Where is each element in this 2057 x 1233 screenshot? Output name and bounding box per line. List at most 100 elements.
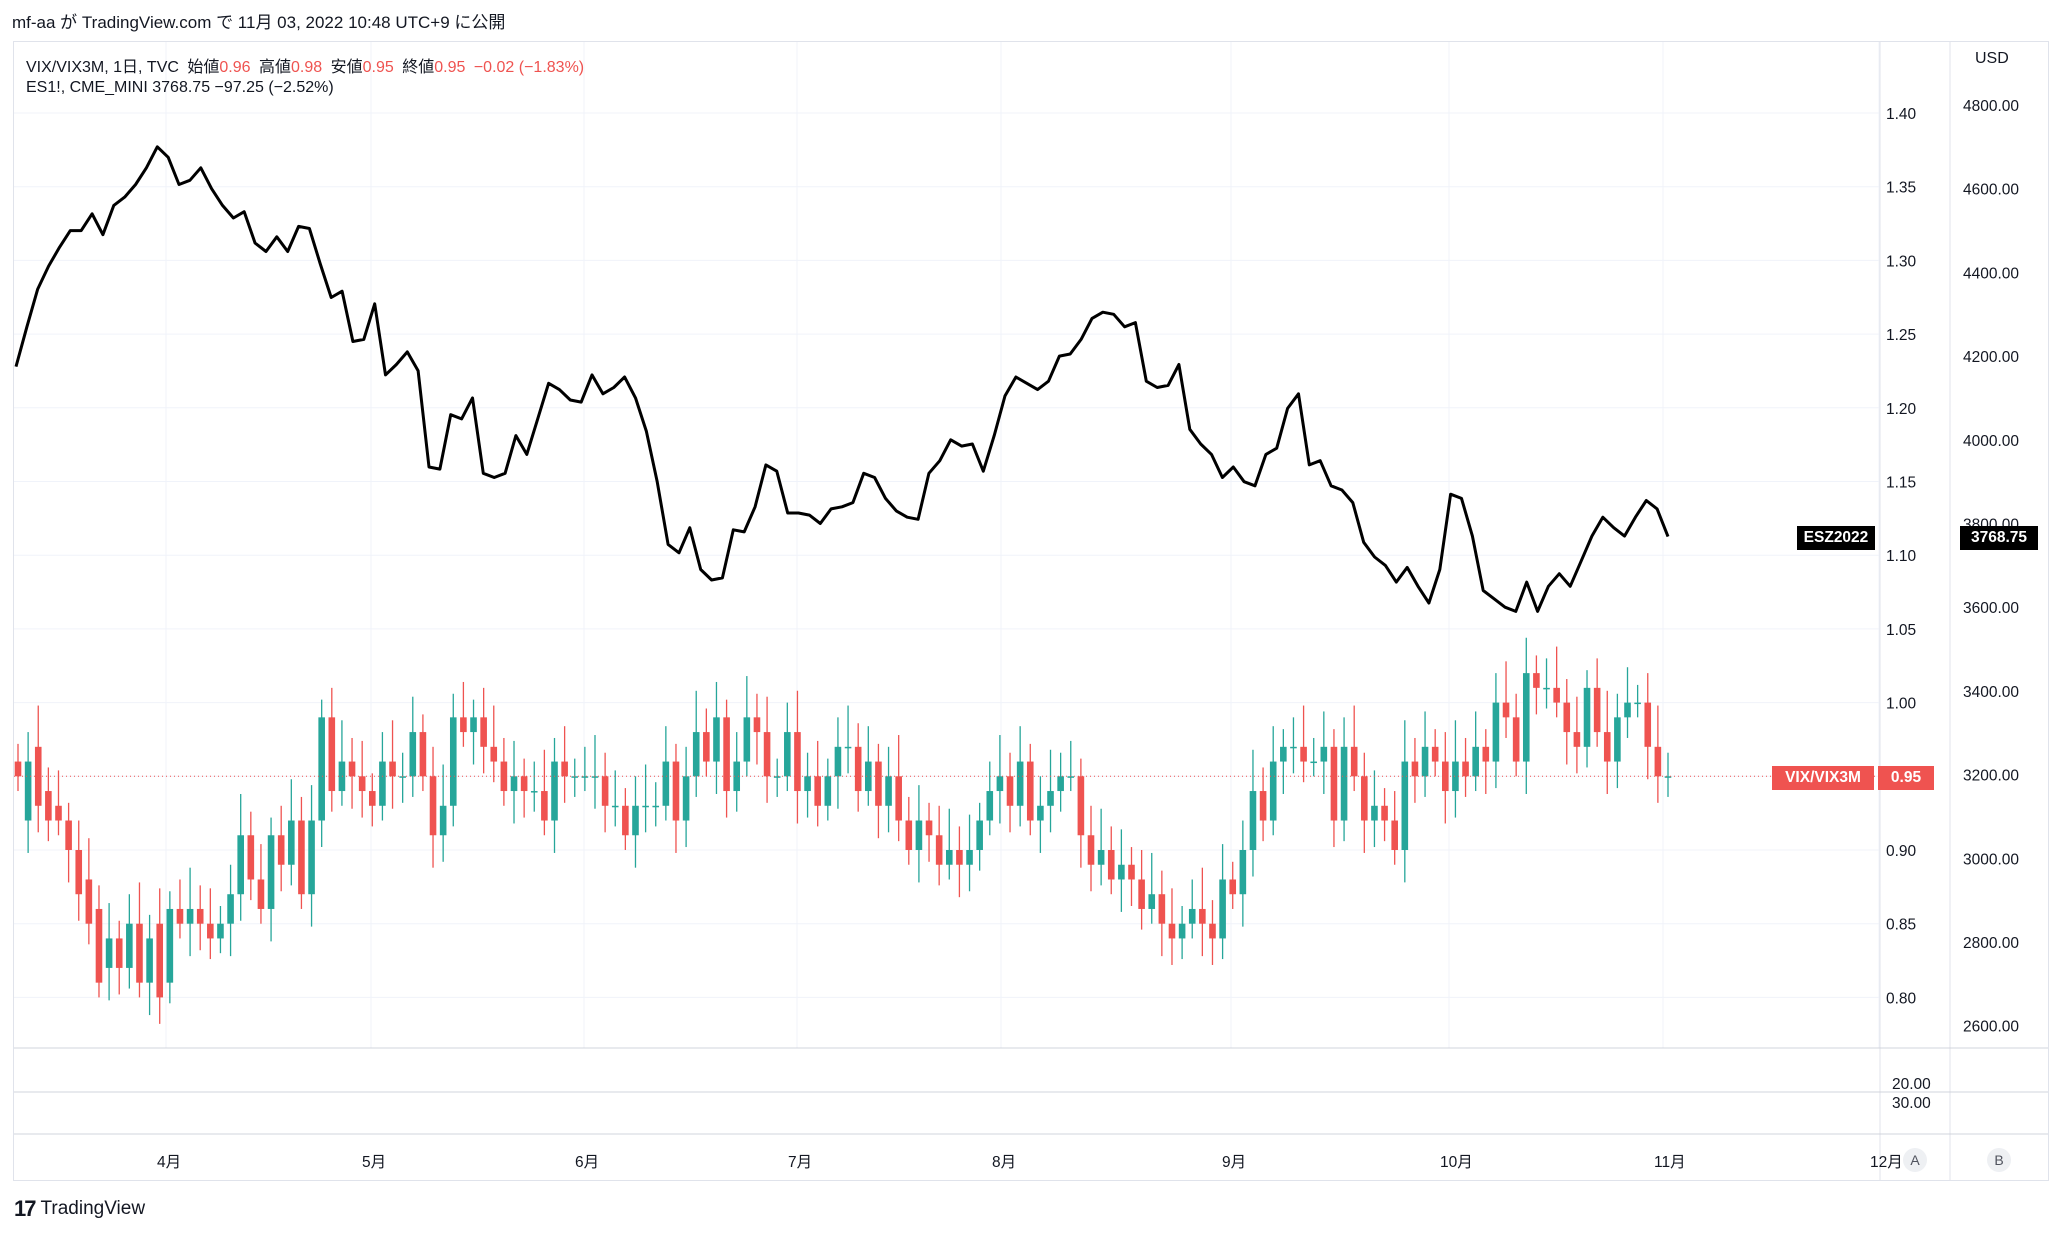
ratio-tick-label: 1.30 (1886, 253, 1917, 270)
candle-body (1381, 805, 1388, 821)
candle-body (601, 776, 609, 806)
candle-body (844, 746, 852, 749)
candle-body (976, 820, 983, 850)
secondary-legend[interactable]: ES1!, CME_MINI 3768.75 −97.25 (−2.52%) (26, 79, 334, 96)
chart-frame (13, 41, 2049, 1181)
candle-body (510, 776, 518, 792)
candle-body (1522, 673, 1530, 762)
candle-body (541, 791, 548, 821)
time-tick-label: 8月 (992, 1154, 1016, 1171)
candle-body (379, 761, 386, 806)
main-legend[interactable]: VIX/VIX3M, 1日, TVC 始値0.96 高値0.98 安値0.95 … (26, 53, 588, 77)
candle-body (470, 717, 477, 733)
candle-body (217, 923, 224, 939)
auto-scale-button[interactable]: A (1903, 1148, 1927, 1172)
candle-body (530, 791, 538, 793)
candle-body (1563, 702, 1571, 733)
candle-body (490, 746, 498, 762)
candle-body (419, 732, 427, 777)
candle-body (85, 879, 93, 924)
candle-body (814, 776, 821, 806)
candle-body (1077, 776, 1085, 836)
time-tick-label: 11月 (1654, 1154, 1686, 1171)
candle-body (358, 776, 366, 792)
footer-brand: TradingView (40, 1198, 146, 1219)
candle-body (1330, 746, 1338, 821)
candle-body (196, 908, 204, 924)
candle-body (905, 820, 913, 850)
candle-body (1462, 761, 1469, 777)
ratio-tick-label: 0.80 (1886, 990, 1917, 1007)
candle-body (672, 761, 680, 821)
candle-body (277, 835, 285, 865)
candle-body (1290, 746, 1297, 749)
ratio-tick-label: 1.05 (1886, 622, 1916, 639)
candle-body (581, 776, 589, 778)
candle-body (318, 717, 325, 821)
candle-body (804, 776, 811, 792)
candle-body (824, 776, 832, 806)
candle-body (1310, 761, 1318, 764)
candle-body (1553, 687, 1560, 703)
legend-open: 0.96 (219, 59, 251, 76)
candle-body (834, 746, 842, 777)
candle-body (207, 923, 214, 939)
usd-tick-label: 4400.00 (1963, 265, 2019, 282)
candle-body (1371, 805, 1378, 821)
candle-body (500, 761, 508, 792)
candle-body (1107, 850, 1115, 880)
candle-body (1158, 894, 1166, 924)
candle-body (632, 805, 639, 836)
candle-body (409, 732, 417, 777)
candle-body (611, 805, 619, 808)
candle-body (146, 938, 153, 983)
tradingview-logo-icon: 17 (14, 1196, 37, 1221)
candle-body (460, 717, 467, 733)
candle-body (247, 835, 255, 880)
candle-body (925, 820, 933, 836)
footer-logo[interactable]: 17 TradingView (14, 1196, 145, 1222)
candle-body (166, 908, 174, 983)
candle-body (439, 805, 447, 836)
candle-body (1502, 702, 1510, 718)
candle-body (591, 776, 599, 778)
candle-body (794, 732, 801, 792)
log-scale-button[interactable]: B (1987, 1148, 2011, 1172)
candle-body (996, 776, 1004, 792)
candle-body (1340, 746, 1348, 821)
ratio-tick-label: 1.00 (1886, 696, 1917, 713)
candle-body (763, 732, 771, 777)
candle-body (854, 746, 862, 792)
candle-body (642, 805, 649, 808)
candle-body (136, 923, 143, 983)
lower-tick-label: 30.00 (1892, 1095, 1931, 1112)
candle-body (622, 805, 629, 836)
candle-body (682, 776, 690, 821)
candle-body (348, 761, 356, 777)
candle-body (1249, 791, 1257, 850)
vix-symbol-tag: VIX/VIX3M (1772, 766, 1874, 790)
candle-body (1350, 746, 1358, 777)
candle-body (1118, 864, 1125, 880)
candle-body (1087, 835, 1095, 865)
candle-body (389, 761, 396, 777)
candle-body (662, 761, 670, 806)
candle-body (1593, 687, 1601, 733)
candle-body (227, 894, 234, 924)
es-price-line (14, 145, 1670, 613)
time-tick-label: 4月 (157, 1154, 181, 1171)
candle-body (257, 879, 265, 909)
candle-body (571, 776, 579, 778)
vix-price-tag: 0.95 (1878, 766, 1934, 790)
candle-body (1320, 746, 1328, 762)
candle-body (1472, 746, 1479, 777)
currency-label[interactable]: USD (1975, 50, 2009, 67)
candle-body (1037, 805, 1044, 821)
candle-body (1361, 776, 1368, 821)
candle-body (1634, 702, 1641, 705)
candle-body (1219, 879, 1226, 939)
ratio-tick-label: 1.40 (1886, 106, 1917, 123)
candle-body (1442, 761, 1449, 792)
candle-body (1006, 776, 1014, 806)
